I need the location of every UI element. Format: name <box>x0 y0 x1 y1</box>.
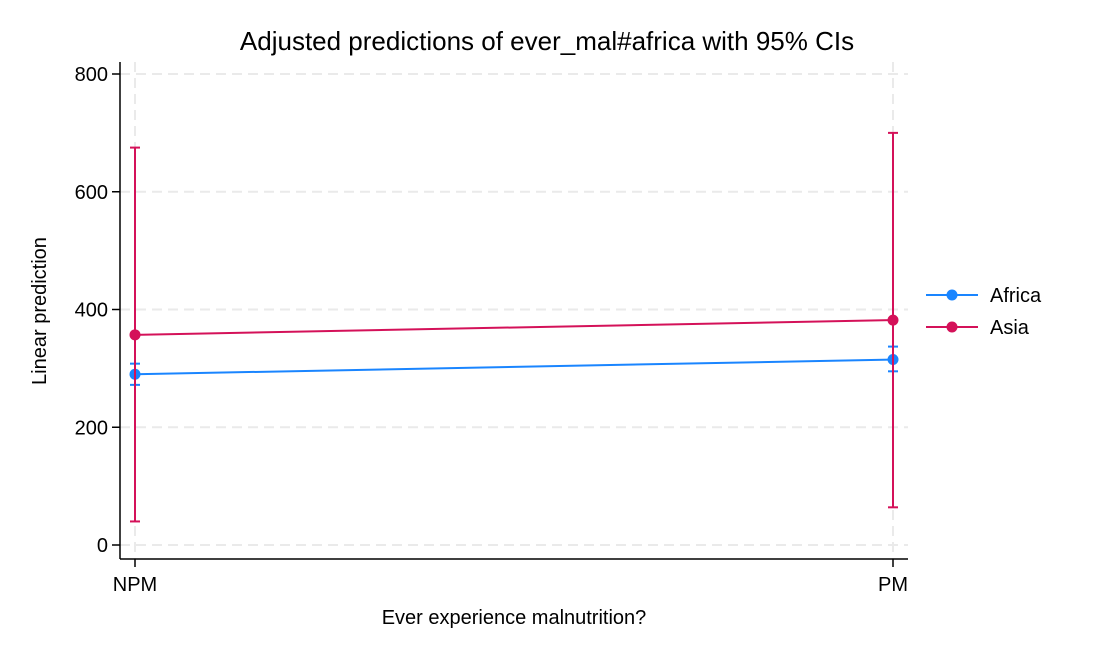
y-tick-label-2: 400 <box>75 300 108 322</box>
legend-label-asia: Asia <box>990 317 1030 339</box>
grid <box>120 62 908 559</box>
x-tick-label-0: NPM <box>113 574 157 596</box>
legend-label-africa: Africa <box>990 285 1042 307</box>
legend: Africa Asia <box>926 285 1042 339</box>
legend-item-africa: Africa <box>926 285 1042 307</box>
series-line-africa <box>134 358 894 376</box>
series-layer <box>129 131 899 523</box>
x-ticks: NPM PM <box>113 559 908 596</box>
y-tick-label-3: 600 <box>75 182 108 204</box>
series-africa <box>129 345 899 386</box>
legend-marker-africa <box>946 289 958 301</box>
y-axis-title: Linear prediction <box>29 237 51 385</box>
legend-marker-asia <box>946 321 958 333</box>
axes <box>119 62 908 560</box>
x-tick-label-1: PM <box>878 574 908 596</box>
chart-title: Adjusted predictions of ever_mal#africa … <box>240 26 854 56</box>
y-tick-label-4: 800 <box>75 64 108 86</box>
x-axis-title: Ever experience malnutrition? <box>382 607 647 629</box>
point-asia-0 <box>129 329 141 341</box>
y-ticks: 0 200 400 600 800 <box>75 64 120 557</box>
legend-item-asia: Asia <box>926 317 1030 339</box>
series-asia <box>129 131 899 523</box>
point-asia-1 <box>887 314 899 326</box>
series-line-asia <box>134 319 894 336</box>
y-tick-label-1: 200 <box>75 417 108 439</box>
y-tick-label-0: 0 <box>97 535 108 557</box>
